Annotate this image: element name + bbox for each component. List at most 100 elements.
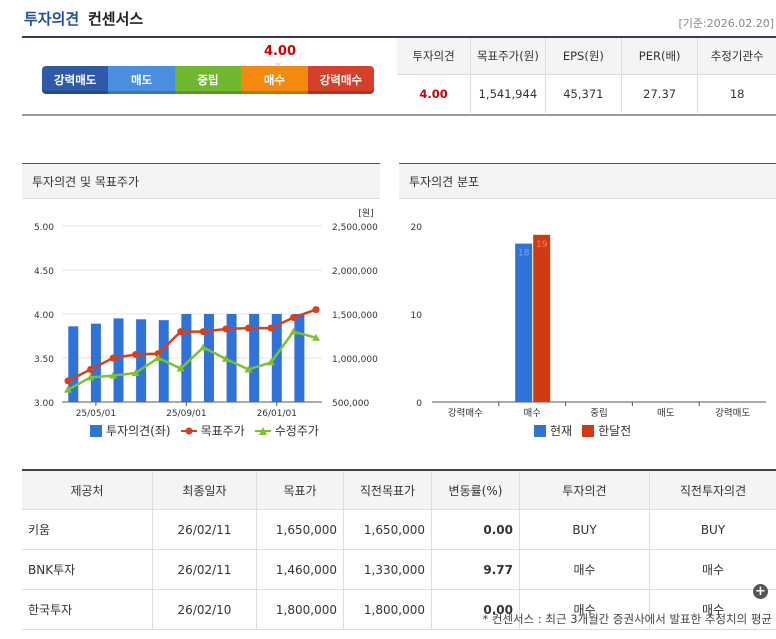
adjusted-price-point <box>109 371 118 379</box>
current-bar <box>515 243 533 402</box>
y-tick-label: 10 <box>411 311 423 321</box>
opinion-distribution-chart: 20 10 0 강력매수 매수 18 19 중립 매도 강력매도 <box>411 223 766 419</box>
left-tick-label: 3.50 <box>34 355 54 365</box>
adjusted-price-point <box>199 343 208 351</box>
summary-header: 투자의견 <box>397 38 472 75</box>
right-tick-label: 500,000 <box>332 399 369 409</box>
opinion-bar <box>271 314 282 402</box>
broker-date: 26/02/10 <box>152 589 257 630</box>
broker-opinion: BUY <box>519 509 650 550</box>
broker-name: BNK투자 <box>22 549 153 590</box>
adjusted-price-point <box>176 364 185 372</box>
category-label: 중립 <box>590 407 607 419</box>
left-tick-label: 4.50 <box>34 267 54 277</box>
x-tick-label: 25/09/01 <box>166 409 206 419</box>
broker-change: 9.77 <box>431 549 520 590</box>
chart1-legend: 투자의견(좌) 목표주가 수정주가 <box>90 422 319 439</box>
category-label: 매수 <box>523 408 541 419</box>
category-label: 강력매수 <box>448 407 483 419</box>
bar-value-label: 18 <box>518 249 530 259</box>
opinion-score: 4.00 <box>263 44 297 59</box>
broker-prev-target: 1,800,000 <box>343 589 432 630</box>
legend-current-swatch <box>534 424 546 437</box>
summary-rule <box>22 114 776 116</box>
target-price-point <box>87 365 95 373</box>
summary-target-price: 1,541,944 <box>470 74 546 113</box>
adjusted-price-point <box>266 358 275 366</box>
broker-estimates-table: 제공처 최종일자 목표가 직전목표가 변동률(%) 투자의견 직전투자의견 키움… <box>22 469 776 630</box>
broker-name: 한국투자 <box>22 589 153 630</box>
left-tick-label: 4.00 <box>34 311 54 321</box>
legend-circle-icon <box>180 427 197 434</box>
header-rule <box>22 36 776 38</box>
target-price-point <box>289 314 297 322</box>
base-date: [기준:2026.02.20] <box>678 17 774 30</box>
broker-change: 0.00 <box>431 509 520 550</box>
adjusted-price-line <box>67 330 317 391</box>
section-subtitle: 컨센서스 <box>88 10 144 28</box>
adjusted-price-point <box>131 368 140 376</box>
summary-opinion: 4.00 <box>397 74 472 113</box>
broker-prev-target: 1,330,000 <box>343 549 432 590</box>
opinion-distribution-panel: 투자의견 분포 <box>399 163 776 199</box>
panel-title: 투자의견 및 목표주가 <box>22 163 380 199</box>
right-tick-label: 2,500,000 <box>332 223 378 233</box>
broker-target: 1,650,000 <box>256 509 344 550</box>
y-tick-label: 20 <box>411 223 423 233</box>
legend-label: 수정주가 <box>274 424 319 438</box>
target-price-point <box>199 328 207 336</box>
table-row: 키움 26/02/11 1,650,000 1,650,000 0.00 BUY… <box>22 509 776 550</box>
target-price-line <box>67 308 317 382</box>
consensus-summary-table: 투자의견 목표주가(원) EPS(원) PER(배) 추정기관수 4.00 1,… <box>397 38 776 113</box>
right-tick-label: 1,500,000 <box>332 311 378 321</box>
gauge-sell: 매도 <box>108 66 175 94</box>
target-price-point <box>177 328 185 336</box>
table-header: 제공처 <box>22 469 153 510</box>
table-header: 목표가 <box>256 469 344 510</box>
broker-prev-opinion: BUY <box>649 509 776 550</box>
table-row: 한국투자 26/02/10 1,800,000 1,800,000 0.00 매… <box>22 589 776 630</box>
y-tick-label: 0 <box>416 399 422 409</box>
x-tick-label: 26/01/01 <box>257 409 297 419</box>
footnote: * 컨센서스 : 최근 3개월간 증권사에서 발표한 추정치의 평균 <box>482 612 772 626</box>
target-price-point <box>222 325 230 333</box>
x-tick-label: 25/05/01 <box>76 409 116 419</box>
target-price-point <box>267 324 275 332</box>
legend-bar-swatch <box>90 424 102 437</box>
broker-date: 26/02/11 <box>152 549 257 590</box>
broker-change: 0.00 <box>431 589 520 630</box>
more-button[interactable]: + <box>753 584 768 599</box>
gauge-strong-buy: 강력매수 <box>307 66 375 94</box>
opinion-bar <box>249 314 260 402</box>
section-title: 투자의견 <box>24 10 80 28</box>
summary-header: PER(배) <box>621 38 699 75</box>
adjusted-price-point <box>312 333 320 341</box>
adjusted-price-point <box>289 327 298 335</box>
broker-target: 1,460,000 <box>256 549 344 590</box>
opinion-target-chart: 5.00 4.50 4.00 3.50 3.00 2,500,000 2,000,000 1,… <box>34 208 378 419</box>
table-header: 직전목표가 <box>343 469 432 510</box>
broker-opinion: 매수 <box>519 549 650 590</box>
target-price-point <box>64 377 72 385</box>
left-tick-label: 3.00 <box>34 399 54 409</box>
table-header: 직전투자의견 <box>649 469 776 510</box>
adjusted-price-point <box>154 354 163 361</box>
broker-target: 1,800,000 <box>256 589 344 630</box>
opinion-bar <box>181 314 192 402</box>
target-price-point <box>132 350 140 358</box>
target-price-point <box>154 350 162 358</box>
opinion-bar <box>294 314 305 402</box>
panel-title: 투자의견 분포 <box>399 163 776 199</box>
legend-label: 한달전 <box>598 424 632 438</box>
broker-date: 26/02/11 <box>152 509 257 550</box>
gauge-pointer-icon <box>274 63 282 68</box>
category-label: 강력매도 <box>715 407 750 419</box>
right-tick-label: 1,000,000 <box>332 355 378 365</box>
table-header: 변동률(%) <box>431 469 520 510</box>
target-price-point <box>109 354 117 362</box>
chart2-legend: 현재 한달전 <box>534 422 631 439</box>
adjusted-price-point <box>221 354 230 362</box>
opinion-bar <box>90 323 101 402</box>
broker-opinion: 매수 <box>519 589 650 630</box>
opinion-bar <box>136 319 147 402</box>
